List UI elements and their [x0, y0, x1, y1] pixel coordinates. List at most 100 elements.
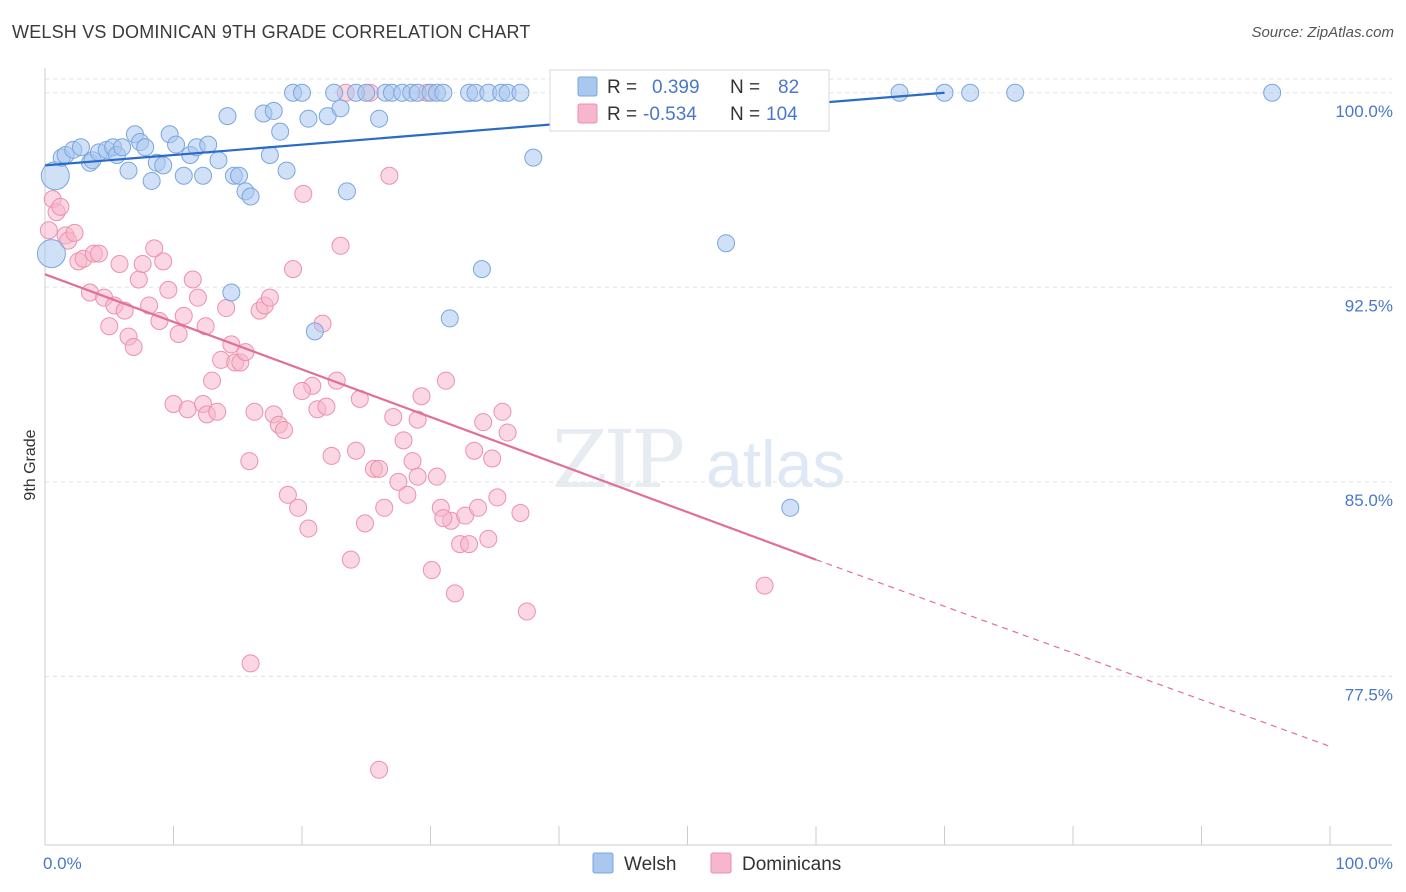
dominicans-point-101 [370, 760, 389, 779]
dominicans-point-24 [154, 252, 173, 271]
dominicans-point-6 [65, 223, 84, 242]
welsh-point-28 [218, 107, 237, 126]
dominicans-point-76 [403, 452, 422, 471]
welsh-point-0 [36, 239, 66, 269]
dominicans-point-80 [422, 561, 441, 580]
welsh-point-56 [434, 83, 453, 102]
dominicans-point-90 [469, 498, 488, 517]
dominicans-series-swatch [710, 852, 732, 874]
welsh-series-swatch [592, 852, 614, 874]
dominicans-trend-line [44, 273, 817, 561]
welsh-point-81 [1006, 83, 1025, 102]
dominicans-point-69 [370, 459, 389, 478]
dominicans-point-102 [408, 467, 427, 486]
y-tick-label-0: 77.5% [1345, 685, 1393, 704]
welsh-point-34 [260, 146, 279, 165]
dominicans-legend-swatch [577, 103, 598, 124]
dominicans-point-59 [322, 446, 341, 465]
dominicans-point-22 [145, 239, 164, 258]
dominicans-point-61 [331, 236, 350, 255]
dominicans-point-29 [178, 400, 197, 419]
chart-title: WELSH VS DOMINICAN 9TH GRADE CORRELATION… [12, 22, 531, 42]
welsh-point-25 [194, 166, 213, 185]
welsh-point-32 [241, 187, 260, 206]
dominicans-point-81 [427, 467, 446, 486]
welsh-point-39 [293, 83, 311, 102]
stats-legend: R = 0.399 N = 82 R = -0.534 N = 104 [549, 69, 830, 132]
dominicans-point-70 [375, 498, 394, 517]
welsh-point-82 [1263, 83, 1282, 102]
y-tick-labels: 77.5% 85.0% 92.5% 100.0% [1335, 102, 1393, 705]
dominicans-n-value: 104 [766, 104, 798, 125]
welsh-point-47 [357, 83, 376, 102]
dominicans-point-71 [380, 166, 399, 185]
dominicans-point-18 [124, 337, 143, 356]
dominicans-point-15 [110, 254, 129, 273]
welsh-points [36, 83, 1282, 517]
dominicans-point-34 [203, 371, 222, 390]
welsh-point-22 [174, 166, 193, 185]
dominicans-r-label: R = [607, 104, 637, 125]
dominicans-point-94 [488, 488, 507, 507]
dominicans-point-92 [479, 529, 498, 548]
source-credit: Source: ZipAtlas.com [1251, 24, 1394, 41]
dominicans-point-74 [394, 431, 413, 450]
dominicans-points [39, 83, 774, 779]
dominicans-point-95 [493, 402, 512, 421]
dominicans-point-43 [245, 402, 264, 421]
welsh-point-30 [230, 166, 249, 185]
welsh-point-73 [717, 234, 736, 253]
dominicans-point-96 [498, 423, 517, 442]
welsh-point-44 [331, 99, 350, 118]
welsh-point-13 [119, 161, 138, 180]
dominicans-point-72 [384, 407, 403, 426]
welsh-point-84 [222, 283, 241, 302]
dominicans-point-58 [317, 397, 336, 416]
welsh-point-26 [199, 135, 218, 154]
dominicans-point-35 [208, 402, 227, 421]
dominicans-point-11 [89, 244, 108, 263]
welsh-r-label: R = [607, 77, 637, 98]
welsh-point-48 [370, 109, 389, 128]
welsh-point-43 [325, 83, 344, 102]
welsh-point-19 [154, 156, 173, 175]
dominicans-point-75 [398, 485, 417, 504]
welsh-point-45 [337, 182, 356, 201]
welsh-point-83 [472, 260, 491, 279]
dominicans-point-51 [284, 260, 303, 279]
dominicans-point-37 [217, 299, 236, 318]
dominicans-point-31 [188, 288, 207, 307]
welsh-point-27 [209, 151, 228, 170]
dominicans-point-49 [275, 420, 294, 439]
dominicans-point-88 [460, 535, 479, 554]
welsh-legend-swatch [577, 76, 598, 97]
dominicans-series-label: Dominicans [742, 854, 841, 875]
dominicans-point-85 [445, 584, 464, 603]
welsh-point-85 [440, 309, 459, 328]
series-legend: Welsh Dominicans [592, 852, 841, 875]
dominicans-point-91 [474, 413, 493, 432]
welsh-point-76 [781, 498, 800, 517]
dominicans-point-78 [412, 387, 431, 406]
dominicans-point-83 [436, 371, 455, 390]
dominicans-point-73 [389, 472, 408, 491]
watermark: ZIP atlas [552, 413, 845, 506]
y-axis-title: 9th Grade [22, 429, 39, 500]
dominicans-point-27 [169, 324, 188, 343]
welsh-point-35 [264, 101, 283, 120]
welsh-point-37 [277, 161, 296, 180]
dominicans-point-89 [465, 441, 484, 460]
dominicans-point-25 [159, 280, 178, 299]
dominicans-trend-extension [815, 559, 1331, 747]
dominicans-r-value: -0.534 [643, 104, 697, 125]
welsh-point-80 [961, 83, 980, 102]
dominicans-point-100 [293, 382, 311, 401]
y-tick-label-2: 92.5% [1345, 296, 1393, 315]
dominicans-point-46 [260, 288, 279, 307]
dominicans-point-93 [483, 449, 502, 468]
dominicans-point-3 [51, 197, 70, 216]
y-tick-label-3: 100.0% [1335, 102, 1393, 121]
dominicans-point-63 [341, 550, 360, 569]
dominicans-point-20 [133, 254, 152, 273]
dominicans-point-66 [355, 514, 374, 533]
